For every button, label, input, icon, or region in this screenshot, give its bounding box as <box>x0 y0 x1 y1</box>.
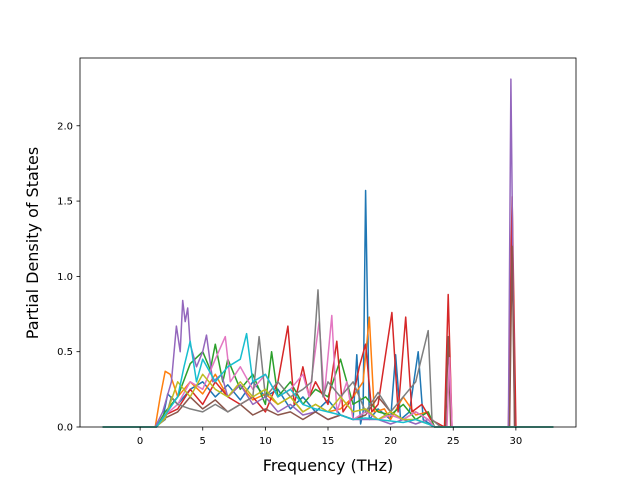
y-axis-ticks: 0.0 0.5 1.0 1.5 2.0 <box>57 121 80 434</box>
series-line-10 <box>102 332 554 428</box>
y-tick-label: 0.0 <box>57 423 73 434</box>
y-tick-label: 1.0 <box>57 272 73 283</box>
series-line-4 <box>102 195 554 428</box>
series-line-6 <box>102 245 554 428</box>
x-tick-label: 30 <box>510 436 523 447</box>
y-tick-label: 1.5 <box>57 197 73 208</box>
y-tick-label: 2.0 <box>57 121 73 132</box>
series-line-8 <box>102 289 554 428</box>
series-line-9 <box>102 373 554 428</box>
x-axis-label: Frequency (THz) <box>263 456 393 475</box>
series-layer <box>102 78 554 428</box>
x-tick-label: 10 <box>259 436 272 447</box>
x-tick-label: 5 <box>200 436 206 447</box>
x-tick-label: 25 <box>447 436 460 447</box>
y-axis-label: Partial Density of States <box>23 147 42 339</box>
y-tick-label: 0.5 <box>57 347 73 358</box>
x-tick-label: 0 <box>137 436 143 447</box>
x-axis-ticks: 0 5 10 15 20 25 30 <box>137 427 522 447</box>
x-tick-label: 15 <box>322 436 335 447</box>
x-tick-label: 20 <box>384 436 397 447</box>
